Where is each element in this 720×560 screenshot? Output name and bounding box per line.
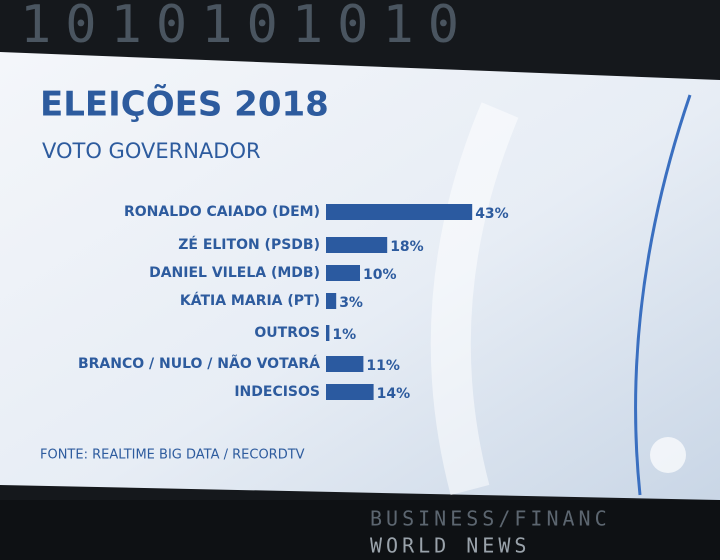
top-display: 1010101010 — [20, 0, 473, 55]
chart-subtitle: VOTO GOVERNADOR — [42, 139, 261, 163]
screen-decoration — [430, 102, 519, 496]
ticker-text: WORLD NEWS — [370, 534, 530, 558]
value-label: 10% — [363, 267, 397, 283]
bar — [326, 325, 330, 341]
logo — [650, 437, 686, 473]
value-label: 43% — [475, 206, 509, 222]
bar — [326, 265, 360, 281]
value-label: 11% — [366, 358, 400, 374]
value-label: 1% — [332, 327, 356, 343]
ticker-text: BUSINESS/FINANC — [370, 507, 611, 531]
bar — [326, 384, 374, 400]
screen-decoration — [634, 94, 692, 496]
category-label: BRANCO / NULO / NÃO VOTARÁ — [78, 355, 320, 372]
ticker-bar — [0, 500, 720, 560]
source: FONTE: REALTIME BIG DATA / RECORDTV — [40, 448, 305, 463]
category-label: OUTROS — [254, 325, 320, 341]
bar — [326, 293, 337, 309]
category-label: INDECISOS — [234, 384, 320, 400]
value-label: 3% — [339, 295, 363, 311]
bar — [326, 356, 364, 372]
category-label: RONALDO CAIADO (DEM) — [124, 204, 320, 220]
bar — [326, 237, 388, 253]
category-label: KÁTIA MARIA (PT) — [180, 292, 320, 309]
bar — [326, 204, 473, 220]
value-label: 18% — [390, 239, 424, 255]
category-label: ZÉ ELITON (PSDB) — [178, 236, 320, 253]
value-label: 14% — [377, 386, 411, 402]
chart-title: ELEIÇÕES 2018 — [40, 84, 329, 125]
category-label: DANIEL VILELA (MDB) — [149, 265, 320, 281]
